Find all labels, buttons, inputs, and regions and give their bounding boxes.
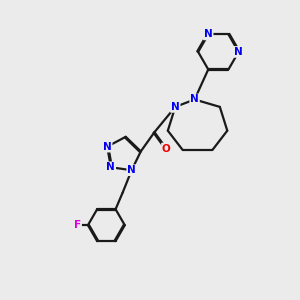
Text: N: N	[127, 165, 136, 175]
Text: N: N	[103, 142, 112, 152]
Text: N: N	[171, 102, 180, 112]
Text: N: N	[106, 162, 115, 172]
Text: O: O	[162, 143, 171, 154]
Text: N: N	[234, 47, 243, 57]
Text: N: N	[204, 29, 213, 39]
Text: N: N	[190, 94, 199, 104]
Text: F: F	[74, 220, 81, 230]
